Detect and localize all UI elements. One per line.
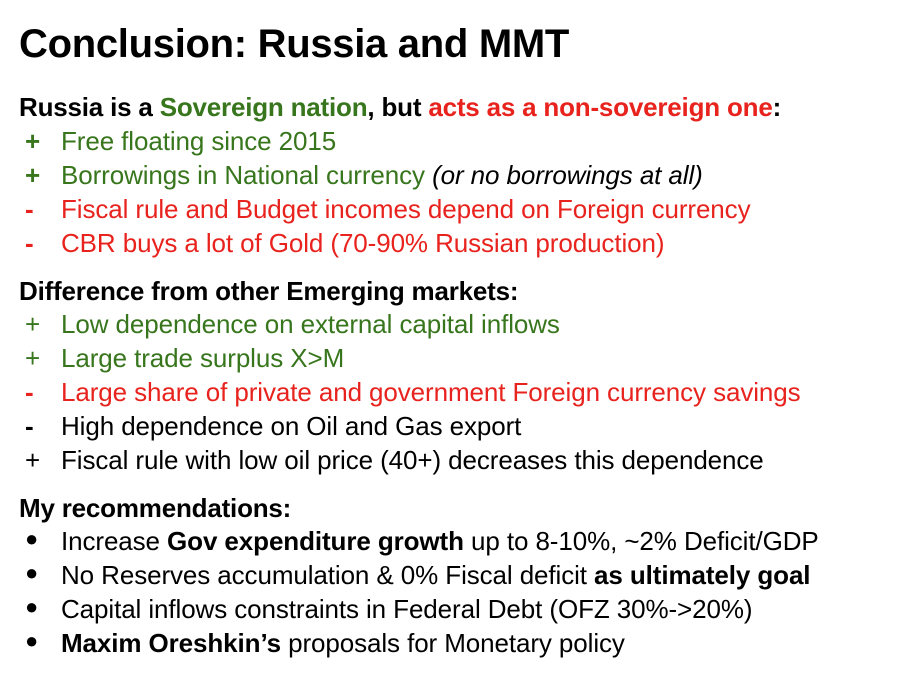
plus-icon: + — [25, 160, 41, 190]
minus-icon: - — [25, 228, 34, 258]
list-item-text: CBR buys a lot of Gold (70-90% Russian p… — [61, 228, 665, 258]
bullet-icon: ● — [25, 594, 39, 619]
list-item-text: Fiscal rule with low oil price (40+) dec… — [61, 445, 764, 475]
list-item-text: Fiscal rule and Budget incomes depend on… — [61, 194, 751, 224]
heading-highlight-non-sovereign: acts as a non-sovereign one — [428, 92, 773, 122]
plus-icon: + — [25, 309, 41, 339]
section-heading-emerging-markets: Difference from other Emerging markets: — [19, 276, 519, 306]
bullet-icon: ● — [25, 560, 39, 585]
minus-icon: - — [25, 411, 34, 441]
heading-part: : — [772, 92, 782, 122]
list-item-text: Maxim Oreshkin’s proposals for Monetary … — [61, 628, 625, 659]
list-item-text: Capital inflows constraints in Federal D… — [61, 594, 753, 624]
page-title: Conclusion: Russia and MMT — [19, 22, 569, 66]
list-item-text: Large share of private and government Fo… — [61, 377, 801, 407]
minus-icon: - — [25, 377, 34, 407]
heading-highlight-sovereign: Sovereign nation — [159, 92, 368, 122]
list-item-text: Borrowings in National currency (or no b… — [61, 160, 703, 191]
list-item-text: Large trade surplus X>M — [61, 343, 345, 373]
list-item-pre: No Reserves accumulation & 0% Fiscal def… — [61, 560, 595, 590]
list-item-emphasis: Maxim Oreshkin’s — [61, 628, 281, 658]
bullet-icon: ● — [25, 628, 39, 653]
minus-icon: - — [25, 194, 34, 224]
bullet-icon: ● — [25, 526, 39, 551]
list-item-post: proposals for Monetary policy — [280, 628, 625, 658]
list-item-main: Borrowings in National currency — [61, 160, 433, 190]
plus-icon: + — [25, 343, 41, 373]
list-item-pre: Increase — [61, 526, 168, 556]
plus-icon: + — [25, 126, 41, 156]
list-item-emphasis: Gov expenditure growth — [167, 526, 464, 556]
list-item-emphasis: as ultimately goal — [594, 560, 811, 590]
list-item-text: No Reserves accumulation & 0% Fiscal def… — [61, 560, 811, 591]
list-item-text: High dependence on Oil and Gas export — [61, 411, 522, 441]
list-item-text: Low dependence on external capital inflo… — [61, 309, 560, 339]
plus-icon: + — [25, 445, 41, 475]
list-item-note: (or no borrowings at all) — [432, 160, 703, 190]
list-item-post: up to 8-10%, ~2% Deficit/GDP — [463, 526, 819, 556]
list-item-text: Free floating since 2015 — [61, 126, 337, 156]
list-item-text: Increase Gov expenditure growth up to 8-… — [61, 526, 819, 557]
section-heading-recommendations: My recommendations: — [19, 493, 292, 523]
section-heading-sovereign: Russia is a Sovereign nation, but acts a… — [19, 92, 781, 123]
heading-part: Russia is a — [19, 92, 160, 122]
heading-part: , but — [367, 92, 429, 122]
